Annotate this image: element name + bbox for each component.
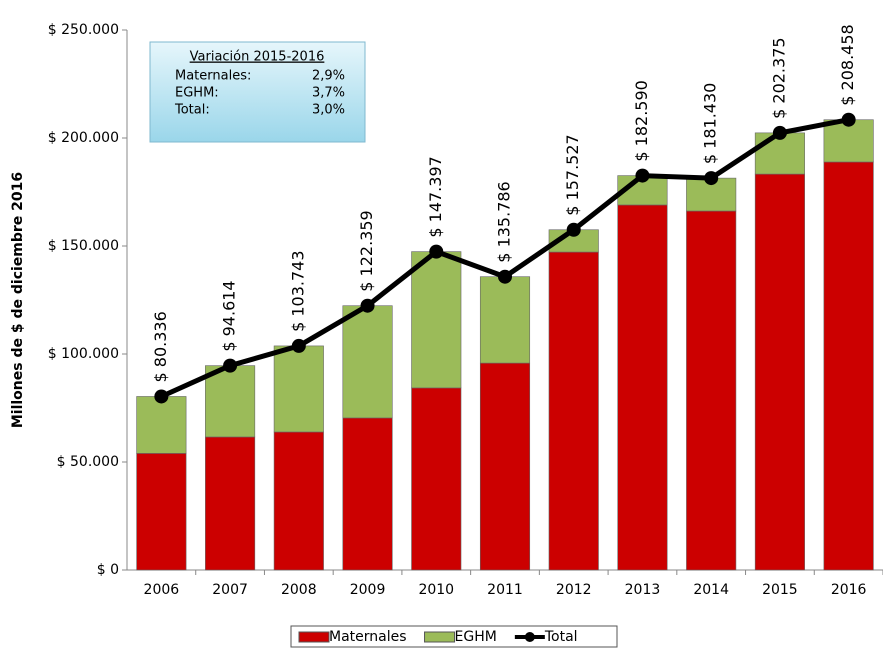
data-label: $ 135.786: [495, 181, 514, 262]
y-tick-label: $ 150.000: [48, 238, 119, 254]
bar: [823, 119, 874, 163]
annotation-label: EGHM:: [175, 86, 219, 101]
x-tick-label: 2011: [487, 582, 523, 598]
x-tick-label: 2008: [281, 582, 317, 598]
x-tick-label: 2007: [212, 582, 248, 598]
x-tick-label: 2010: [418, 582, 454, 598]
bar: [479, 362, 531, 571]
marker: [429, 244, 444, 259]
data-label: $ 122.359: [357, 210, 376, 291]
x-tick-label: 2016: [831, 582, 867, 598]
data-label: $ 208.458: [838, 24, 857, 105]
marker: [360, 298, 375, 313]
y-tick-label: $ 0: [97, 562, 119, 578]
bar: [342, 305, 393, 419]
bar: [342, 417, 393, 571]
marker: [566, 222, 581, 237]
y-tick-label: $ 200.000: [48, 130, 119, 146]
bar: [136, 453, 187, 571]
marker: [704, 171, 719, 186]
bar: [823, 161, 874, 571]
marker: [154, 389, 169, 404]
x-tick-label: 2006: [144, 582, 180, 598]
bar: [205, 436, 256, 571]
annotation-value: 3,7%: [312, 86, 345, 101]
marker: [841, 112, 856, 127]
y-tick-label: $ 250.000: [48, 22, 119, 38]
bar: [411, 387, 462, 571]
data-label: $ 202.375: [769, 37, 788, 118]
x-tick-label: 2012: [556, 582, 592, 598]
marker: [635, 168, 650, 183]
y-axis-label: Millones de $ de diciembre 2016: [10, 172, 26, 428]
bar: [754, 173, 805, 571]
legend-swatch: [424, 631, 456, 643]
data-label: $ 147.397: [426, 156, 445, 237]
data-label: $ 157.527: [563, 134, 582, 215]
x-tick-label: 2013: [625, 582, 661, 598]
legend-swatch: [298, 631, 330, 643]
annotation-label: Total:: [174, 103, 210, 118]
x-tick-label: 2009: [350, 582, 386, 598]
data-label: $ 182.590: [632, 80, 651, 161]
legend-label: Total: [544, 629, 578, 645]
annotation-label: Maternales:: [175, 69, 251, 84]
bar: [411, 251, 462, 389]
marker: [498, 269, 512, 284]
legend-label: Maternales: [329, 629, 407, 645]
annotation-value: 3,0%: [312, 103, 345, 118]
annotation-box: [149, 41, 366, 143]
legend-swatch: [524, 632, 535, 642]
bar: [273, 431, 324, 571]
bar: [136, 396, 187, 454]
marker: [291, 338, 306, 353]
marker: [772, 125, 787, 140]
bar: [479, 276, 531, 364]
data-label: $ 94.614: [220, 280, 239, 351]
bar: [273, 345, 324, 433]
bar: [205, 365, 256, 438]
annotation-title: Variación 2015-2016: [190, 50, 325, 65]
y-tick-label: $ 50.000: [57, 454, 119, 470]
bar: [686, 210, 737, 571]
y-tick-label: $ 100.000: [48, 346, 119, 362]
x-tick-label: 2014: [693, 582, 729, 598]
bar: [617, 204, 668, 571]
data-label: $ 103.743: [288, 250, 307, 331]
marker: [223, 358, 238, 373]
x-tick-label: 2015: [762, 582, 798, 598]
data-label: $ 181.430: [701, 83, 720, 164]
data-label: $ 80.336: [151, 311, 170, 382]
bar: [548, 251, 599, 571]
annotation-value: 2,9%: [312, 69, 345, 84]
legend-label: EGHM: [455, 629, 497, 645]
